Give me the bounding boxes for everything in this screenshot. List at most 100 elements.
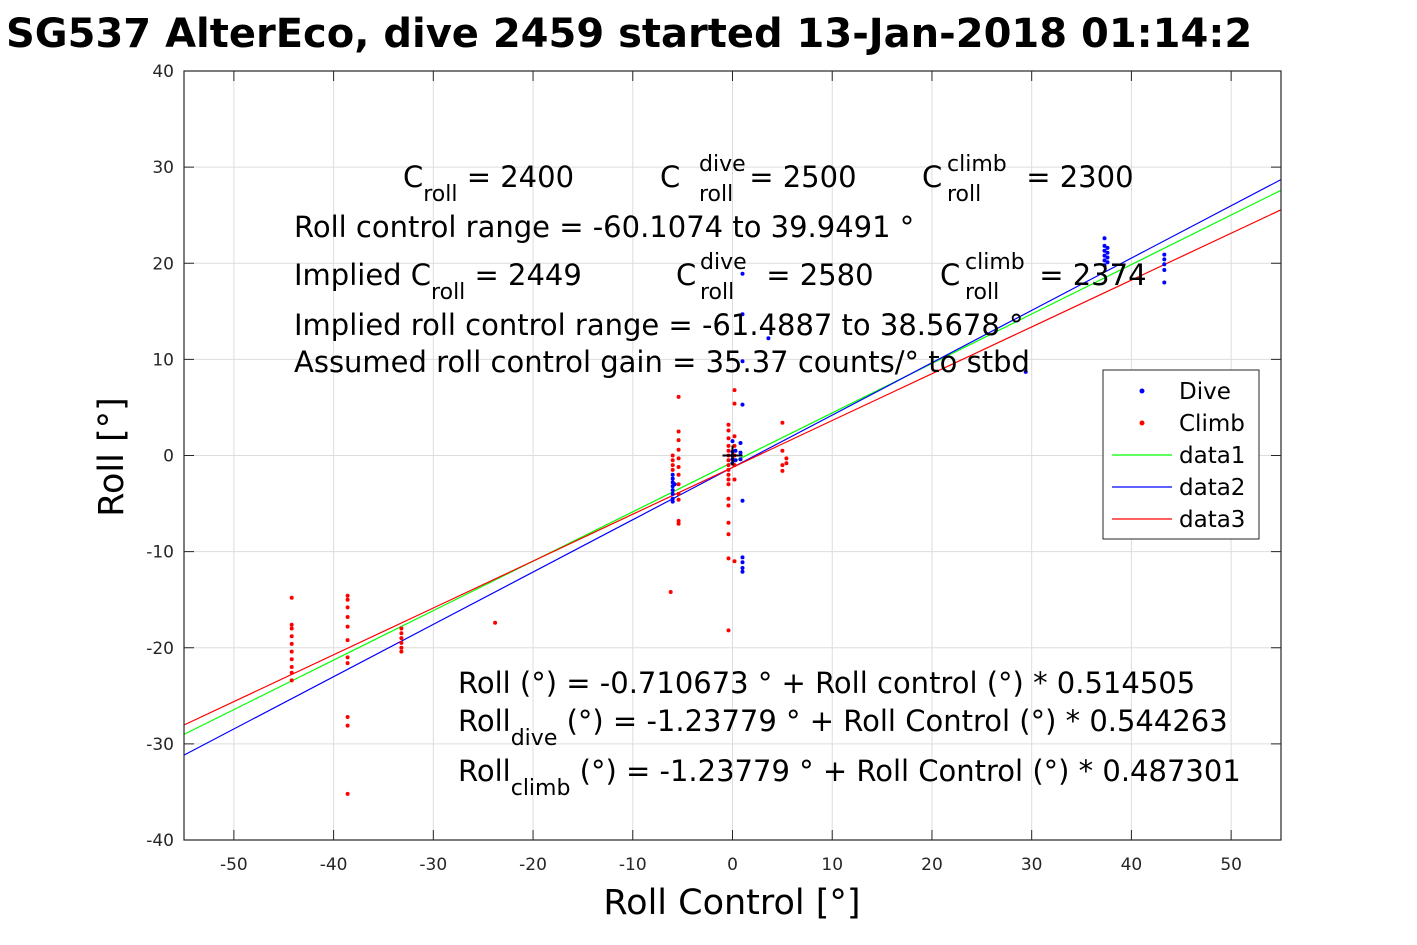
climb-point bbox=[732, 559, 737, 564]
dive-point bbox=[1023, 369, 1028, 374]
x-tick-label: 10 bbox=[821, 855, 843, 875]
climb-point bbox=[676, 472, 681, 477]
y-tick-label: -40 bbox=[146, 831, 174, 851]
climb-point bbox=[399, 640, 404, 645]
dive-point bbox=[670, 491, 675, 496]
climb-point bbox=[289, 678, 294, 683]
climb-point bbox=[289, 665, 294, 669]
y-tick-label: -20 bbox=[146, 639, 174, 659]
x-axis-label: Roll Control [°] bbox=[603, 883, 860, 923]
dive-point bbox=[738, 457, 743, 462]
x-tick-label: -30 bbox=[419, 855, 447, 875]
climb-point bbox=[676, 465, 681, 469]
y-tick-label: 20 bbox=[152, 254, 174, 274]
climb-point bbox=[676, 521, 681, 526]
climb-point bbox=[676, 394, 681, 399]
dive-point bbox=[740, 312, 745, 317]
climb-point bbox=[676, 491, 681, 496]
y-tick-label: -30 bbox=[146, 735, 174, 755]
climb-point bbox=[732, 434, 737, 439]
climb-point bbox=[345, 791, 350, 796]
climb-point bbox=[726, 477, 731, 482]
climb-point bbox=[345, 638, 350, 643]
x-tick-label: 30 bbox=[1021, 855, 1043, 875]
fit-all-text: Roll (°) = -0.710673 ° + Roll control (°… bbox=[458, 666, 1195, 700]
dive-point bbox=[1102, 243, 1107, 248]
climb-point bbox=[780, 420, 785, 425]
climb-point bbox=[289, 595, 294, 600]
roll-control-range-text: Roll control range = -60.1074 to 39.9491… bbox=[294, 210, 914, 244]
climb-point bbox=[726, 467, 731, 472]
dive-point bbox=[670, 488, 675, 493]
climb-point bbox=[289, 641, 294, 646]
climb-point bbox=[670, 463, 675, 468]
climb-point bbox=[726, 496, 731, 501]
origin-marker bbox=[722, 445, 743, 466]
climb-point bbox=[399, 645, 404, 650]
legend-climb-label: Climb bbox=[1179, 411, 1245, 437]
climb-point bbox=[676, 447, 681, 452]
climb-point bbox=[345, 661, 350, 666]
legend-data1-label: data1 bbox=[1179, 443, 1245, 469]
legend-dive-label: Dive bbox=[1179, 379, 1231, 405]
dive-point bbox=[672, 482, 677, 487]
climb-point bbox=[345, 605, 350, 610]
climb-point bbox=[399, 631, 404, 636]
climb-point bbox=[289, 649, 294, 654]
dive-point bbox=[1105, 260, 1110, 265]
climb-point bbox=[726, 628, 731, 633]
fit-climb-text: Rollclimb (°) = -1.23779 ° + Roll Contro… bbox=[458, 754, 1241, 801]
dive-point bbox=[733, 458, 738, 463]
climb-point bbox=[670, 453, 675, 458]
climb-point bbox=[676, 438, 681, 443]
dive-point bbox=[740, 359, 745, 364]
gain-text: Assumed roll control gain = 35.37 counts… bbox=[294, 345, 1030, 379]
climb-point bbox=[399, 649, 404, 654]
climb-point bbox=[399, 626, 404, 631]
dive-point bbox=[1105, 255, 1110, 260]
dive-point bbox=[730, 439, 735, 444]
dive-point bbox=[1102, 248, 1107, 253]
dive-point bbox=[1162, 257, 1167, 262]
legend-data2-label: data2 bbox=[1179, 475, 1245, 501]
x-tick-label: 20 bbox=[921, 855, 943, 875]
dive-point bbox=[766, 336, 771, 341]
dive-point bbox=[738, 441, 743, 445]
dive-point bbox=[1162, 268, 1167, 272]
dive-point bbox=[1162, 252, 1167, 257]
dive-point bbox=[740, 498, 745, 503]
fit-line-data3 bbox=[183, 209, 1282, 726]
climb-point bbox=[289, 670, 294, 675]
dive-point bbox=[670, 499, 675, 504]
climb-point bbox=[726, 443, 731, 448]
implied-range-text: Implied roll control range = -61.4887 to… bbox=[294, 308, 1024, 342]
y-tick-label: 30 bbox=[152, 158, 174, 178]
climb-point bbox=[726, 532, 731, 537]
chart-title: SG537 AlterEco, dive 2459 started 13-Jan… bbox=[6, 11, 1252, 57]
climb-point bbox=[726, 503, 731, 508]
dive-point bbox=[1162, 262, 1167, 267]
climb-point bbox=[726, 428, 731, 433]
data-points bbox=[289, 236, 1167, 796]
fit-dive-text: Rolldive (°) = -1.23779 ° + Roll Control… bbox=[458, 704, 1228, 751]
y-tick-label: -10 bbox=[146, 543, 174, 563]
climb-point bbox=[732, 388, 737, 393]
climb-point bbox=[345, 615, 350, 619]
y-axis-label: Roll [°] bbox=[92, 397, 132, 517]
climb-point bbox=[670, 467, 675, 472]
x-tick-label: -20 bbox=[519, 855, 547, 875]
dive-point bbox=[1102, 236, 1107, 241]
dive-point bbox=[738, 450, 743, 455]
dive-point bbox=[1105, 245, 1110, 250]
dive-point bbox=[740, 402, 745, 407]
climb-point bbox=[726, 482, 731, 487]
climb-point bbox=[345, 597, 350, 602]
legend-dive-swatch bbox=[1139, 388, 1145, 394]
dive-point bbox=[733, 448, 738, 453]
climb-point bbox=[726, 472, 731, 477]
y-tick-label: 10 bbox=[152, 350, 174, 370]
climb-point bbox=[345, 715, 350, 719]
